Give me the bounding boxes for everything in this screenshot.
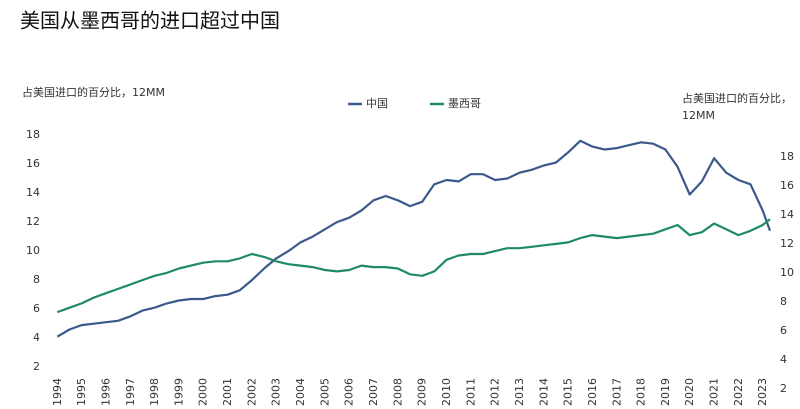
y2-tick-label: 4: [780, 353, 787, 366]
y-axis-label: 占美国进口的百分比，12MM: [22, 85, 165, 99]
y2-tick-label: 16: [780, 179, 794, 192]
y2-tick-label: 18: [780, 150, 794, 163]
y-tick-label: 8: [33, 273, 40, 286]
x-tick-label: 2009: [416, 378, 429, 406]
y-tick-label: 4: [33, 331, 40, 344]
x-tick-label: 2002: [245, 378, 258, 406]
y-tick-label: 14: [26, 186, 40, 199]
y-tick-label: 12: [26, 215, 40, 228]
x-tick-label: 2020: [683, 378, 696, 406]
chart-title: 美国从墨西哥的进口超过中国: [20, 9, 280, 33]
x-tick-label: 2010: [440, 378, 453, 406]
x-tick-label: 1996: [99, 378, 112, 406]
x-tick-label: 2011: [464, 378, 477, 406]
y-tick-label: 6: [33, 302, 40, 315]
y-tick-label: 10: [26, 244, 40, 257]
x-tick-label: 2008: [391, 378, 404, 406]
y2-tick-label: 10: [780, 266, 794, 279]
series-line: [56, 139, 772, 338]
x-tick-label: 2021: [708, 378, 721, 406]
y-tick-label: 2: [33, 360, 40, 373]
legend-label: 墨西哥: [448, 97, 481, 110]
x-tick-label: 2022: [732, 378, 745, 406]
x-tick-label: 2014: [537, 378, 550, 406]
x-tick-label: 2013: [513, 378, 526, 406]
x-tick-label: 2004: [294, 378, 307, 406]
x-tick-label: 1994: [51, 378, 64, 406]
x-tick-label: 2001: [221, 378, 234, 406]
x-tick-label: 2015: [562, 378, 575, 406]
y2-tick-label: 2: [780, 382, 787, 395]
legend-label: 中国: [366, 97, 388, 110]
y2-axis-label: 占美国进口的百分比，12MM: [682, 92, 792, 122]
x-tick-label: 1997: [124, 378, 137, 406]
y2-tick-label: 14: [780, 208, 794, 221]
x-tick-label: 1998: [148, 378, 161, 406]
x-tick-label: 2000: [197, 378, 210, 406]
x-tick-label: 2007: [367, 378, 380, 406]
y-tick-label: 16: [26, 157, 40, 170]
x-tick-label: 2017: [610, 378, 623, 406]
series-line: [56, 218, 771, 314]
x-tick-label: 2005: [318, 378, 331, 406]
x-tick-label: 2016: [586, 378, 599, 406]
x-tick-label: 2019: [659, 378, 672, 406]
x-tick-label: 2003: [270, 378, 283, 406]
x-tick-label: 2023: [756, 378, 769, 406]
y2-tick-label: 8: [780, 295, 787, 308]
y-tick-label: 18: [26, 128, 40, 141]
x-tick-label: 2012: [489, 378, 502, 406]
y2-tick-label: 6: [780, 324, 787, 337]
x-tick-label: 2006: [343, 378, 356, 406]
y2-tick-label: 12: [780, 237, 794, 250]
x-tick-label: 1995: [75, 378, 88, 406]
x-tick-label: 2018: [635, 378, 648, 406]
x-tick-label: 1999: [172, 378, 185, 406]
